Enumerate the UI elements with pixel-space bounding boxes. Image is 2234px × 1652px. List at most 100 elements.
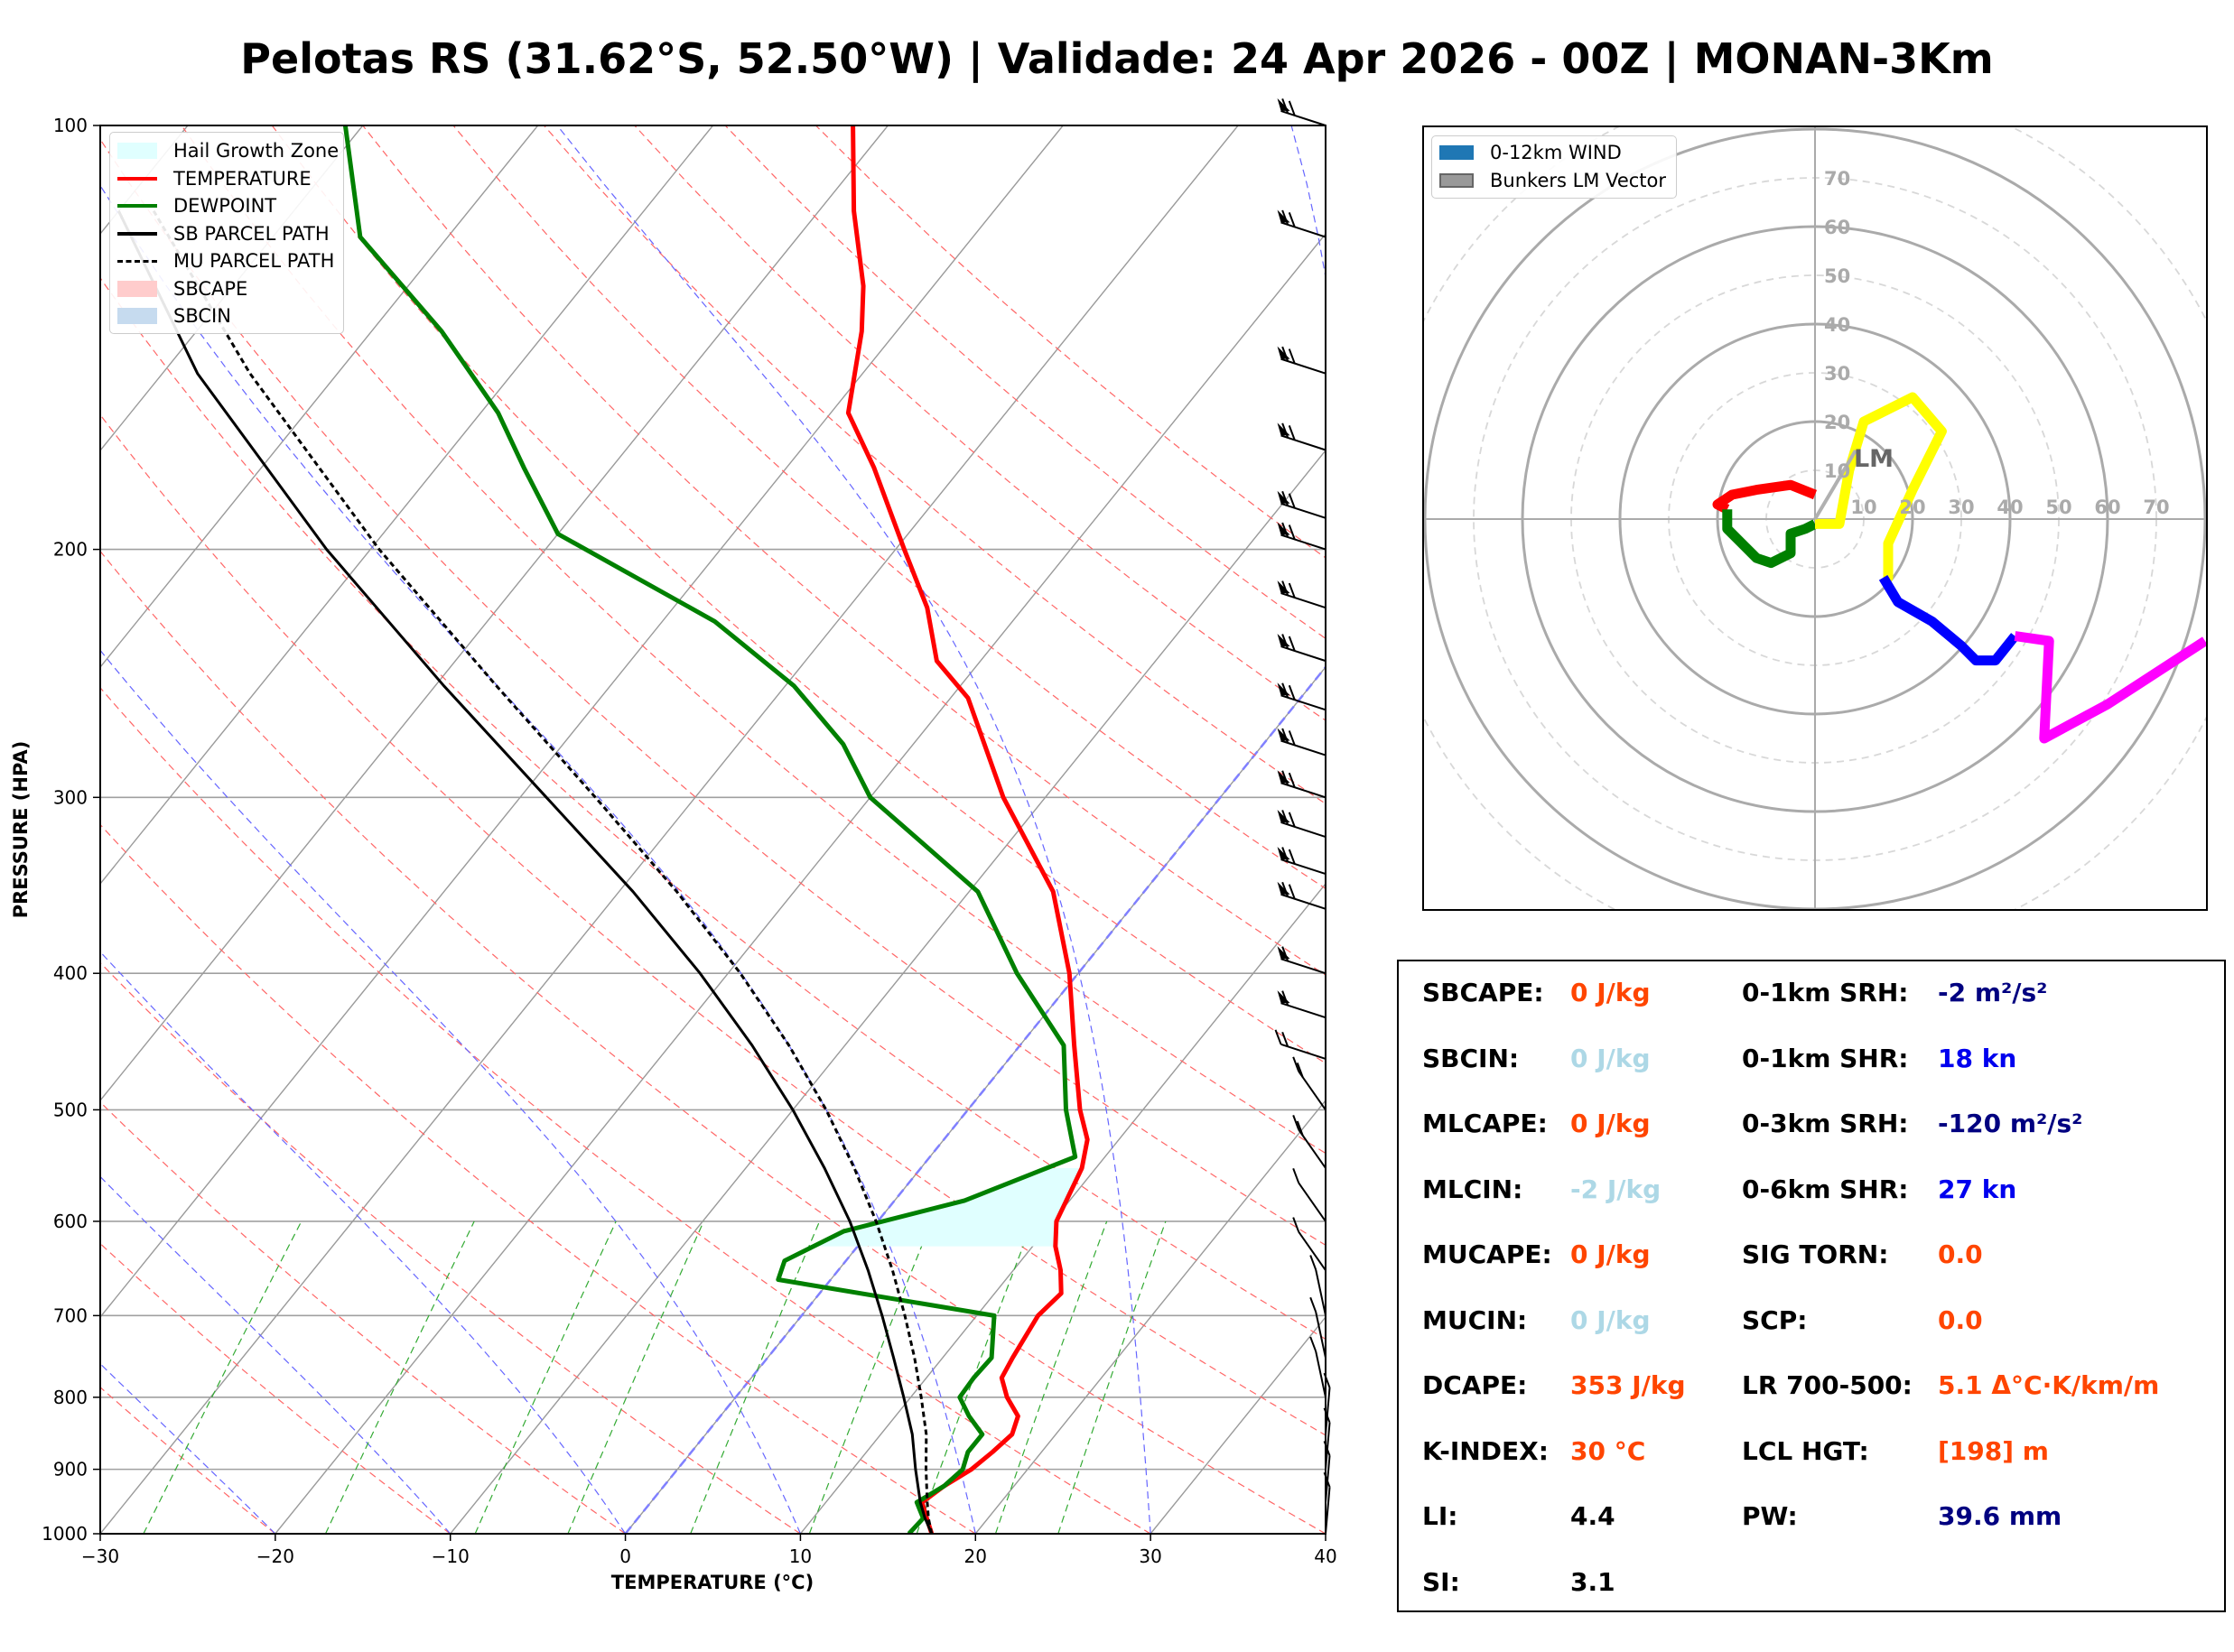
wind-barb — [1280, 893, 1326, 910]
mixing-ratio-line — [916, 1220, 1034, 1534]
index-value: 4.4 — [1570, 1501, 1615, 1531]
ring-label-y: 70 — [1824, 168, 1850, 190]
index-value: 27 kn — [1938, 1174, 2017, 1204]
dry-adiabat — [100, 686, 1151, 1534]
index-label: 0-1km SRH: — [1742, 978, 1909, 1007]
wind-barb — [1298, 1230, 1326, 1271]
ytick-label: 700 — [53, 1304, 88, 1326]
hodograph-trace — [1712, 392, 2207, 744]
legend-entry: SBCAPE — [117, 276, 247, 302]
index-label: 0-1km SHR: — [1742, 1043, 1909, 1073]
hodograph-grid — [1423, 126, 2207, 910]
wind-barb — [1298, 1071, 1326, 1110]
legend-label: SB PARCEL PATH — [173, 222, 330, 245]
legend-label: TEMPERATURE — [173, 167, 312, 190]
hodograph-segment-3-6km — [1815, 392, 1947, 583]
legend-label: 0-12km WIND — [1490, 142, 1622, 163]
legend-swatch — [117, 259, 157, 263]
isotherm — [100, 125, 714, 886]
wind-barb — [1280, 782, 1326, 799]
wind-barb — [1280, 1002, 1326, 1019]
ytick-label: 300 — [53, 786, 88, 808]
wind-barb-feather — [1281, 1031, 1289, 1047]
index-label: LCL HGT: — [1742, 1435, 1869, 1466]
ytick-label: 100 — [53, 115, 88, 136]
wind-barb — [1280, 357, 1326, 375]
wind-barb-feather — [1296, 1062, 1304, 1078]
series-dewpoint — [342, 125, 1078, 1534]
legend-swatch — [117, 143, 157, 159]
wind-barb-feather — [1281, 634, 1289, 649]
legend-label: SBCAPE — [173, 277, 248, 300]
index-label: MUCIN: — [1422, 1304, 1528, 1335]
wind-barb-feather — [1281, 209, 1289, 226]
isotherm — [100, 125, 539, 669]
index-label: MLCAPE: — [1422, 1109, 1548, 1138]
wind-barb-feather — [1288, 524, 1296, 540]
mixing-ratio-line — [994, 1220, 1108, 1534]
wind-barb-feather — [1281, 770, 1289, 786]
wind-barb-feather — [1292, 1115, 1300, 1130]
ring-label-x: 60 — [2094, 497, 2120, 518]
legend-entry: Bunkers LM Vector — [1439, 168, 1666, 193]
index-value: 0.0 — [1938, 1239, 1983, 1269]
wind-barb-feather — [1281, 580, 1289, 596]
wind-barb-feather — [1292, 1167, 1300, 1183]
wind-barb — [1298, 1182, 1326, 1222]
ring-label-y: 60 — [1824, 217, 1850, 238]
wind-barb-feather — [1288, 425, 1296, 441]
mixing-ratio-line — [690, 1220, 821, 1534]
ytick-label: 1000 — [42, 1523, 88, 1545]
wind-barb-feather — [1323, 1441, 1331, 1456]
wind-barb-feather — [1288, 772, 1296, 788]
dry-adiabat — [100, 550, 1326, 1534]
xtick-label: −30 — [81, 1545, 119, 1567]
wind-barb — [1325, 1422, 1331, 1470]
moist-adiabat — [100, 1362, 276, 1534]
isotherm — [275, 232, 1326, 1534]
wind-barb-feather — [1292, 1056, 1300, 1072]
hodograph-ring-labels: 10 20 30 40 50 60 70 10 20 30 40 50 60 70 LM — [1824, 168, 2170, 518]
ring-label-x: 50 — [2045, 497, 2071, 518]
hodograph-segment-1-3km — [1722, 509, 1818, 569]
wind-barb-feather — [1309, 1255, 1317, 1270]
isotherm — [625, 665, 1326, 1534]
dry-adiabat — [181, 125, 1326, 1155]
legend-label: Hail Growth Zone — [173, 140, 340, 162]
legend-entry: TEMPERATURE — [117, 166, 312, 191]
wind-barb-feather — [1288, 812, 1296, 828]
skewt-ylabel: PRESSURE (HPA) — [10, 741, 32, 919]
wind-barb — [1315, 1269, 1326, 1316]
index-value: -2 J/kg — [1570, 1174, 1662, 1204]
index-value: [198] m — [1938, 1435, 2049, 1466]
wind-barb — [1280, 109, 1326, 126]
wind-barb — [1315, 1312, 1326, 1359]
wind-barb-feather — [1281, 881, 1289, 897]
ring-label-x: 10 — [1850, 497, 1876, 518]
dry-adiabat — [100, 138, 1326, 1247]
index-value: 0 J/kg — [1570, 1304, 1651, 1335]
xtick-label: −20 — [256, 1545, 294, 1567]
index-label: DCAPE: — [1422, 1370, 1528, 1400]
wind-barb — [1280, 821, 1326, 838]
ring-label-y: 10 — [1824, 460, 1850, 482]
wind-barb-feather — [1281, 728, 1289, 744]
wind-barb — [1298, 1128, 1326, 1169]
wind-barb-feather — [1281, 847, 1289, 862]
isotherm — [100, 125, 364, 452]
wind-barb-feather — [1281, 990, 1289, 1006]
wind-barb-feather — [1323, 1372, 1331, 1388]
wind-barb-feather — [1281, 522, 1289, 538]
wind-barb-feather — [1281, 946, 1289, 961]
wind-barb — [1325, 1387, 1331, 1434]
wind-barb-feather — [1274, 1029, 1282, 1045]
ring-label-y: 40 — [1824, 314, 1850, 336]
dry-adiabat — [634, 125, 1326, 721]
legend-entry: DEWPOINT — [117, 193, 276, 218]
hodograph-segment-6-9km — [1878, 574, 2019, 666]
skewt-xlabel: TEMPERATURE (°C) — [611, 1572, 814, 1593]
index-value: -120 m²/s² — [1938, 1109, 2083, 1138]
index-value: 3.1 — [1570, 1566, 1615, 1597]
wind-barb-feather — [1288, 730, 1296, 746]
